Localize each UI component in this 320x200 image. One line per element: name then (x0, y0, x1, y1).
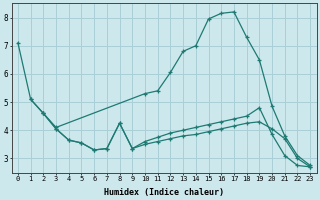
X-axis label: Humidex (Indice chaleur): Humidex (Indice chaleur) (104, 188, 224, 197)
